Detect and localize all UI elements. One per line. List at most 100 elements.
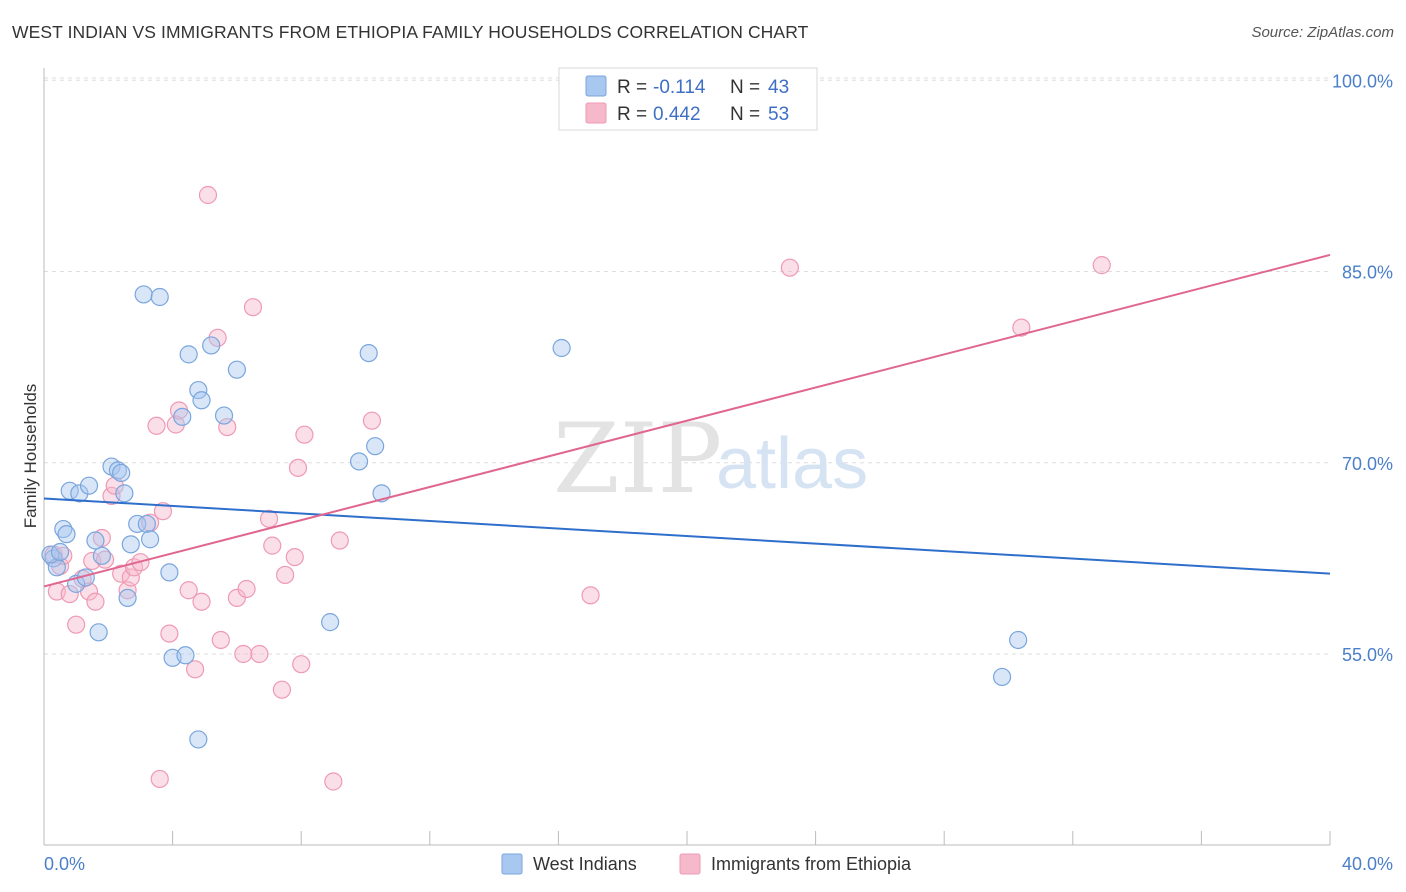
- ethiopia-point: [237, 579, 256, 599]
- legend-swatch-pink: [585, 102, 607, 124]
- west-indian-point: [150, 287, 169, 307]
- chart-title: WEST INDIAN VS IMMIGRANTS FROM ETHIOPIA …: [12, 22, 809, 42]
- ethiopia-point: [60, 584, 79, 604]
- west-indian-point: [108, 461, 128, 480]
- west-indian-point: [92, 546, 111, 565]
- ethiopia-point: [285, 547, 304, 567]
- west-indian-point: [115, 484, 134, 503]
- legend-n-value-pink: 53: [768, 104, 789, 125]
- west-indian-point: [112, 463, 131, 483]
- legend-n-label-blue: N =: [730, 77, 760, 98]
- ethiopia-point: [243, 298, 263, 317]
- west-indian-point: [214, 406, 234, 425]
- ethiopia-point: [83, 551, 102, 571]
- west-indian-point: [173, 407, 192, 426]
- west-indian-point: [79, 476, 99, 495]
- ethiopia-point: [362, 411, 382, 430]
- ethiopia-point: [218, 417, 237, 437]
- ethiopia-point: [198, 185, 218, 205]
- ethiopia-point: [292, 655, 311, 674]
- ethiopia-point: [250, 644, 269, 664]
- y-axis-label: Family Households: [21, 384, 40, 529]
- ethiopia-point: [1012, 318, 1031, 337]
- west-indian-point: [359, 344, 378, 363]
- legend-r-label-blue: R =: [617, 77, 647, 98]
- watermark-atlas: atlas: [716, 424, 868, 504]
- ethiopia-point: [186, 660, 205, 679]
- west-indian-point: [140, 530, 160, 549]
- ethiopia-point: [179, 581, 198, 600]
- ethiopia-point: [147, 416, 166, 435]
- ethiopia-point: [295, 425, 314, 444]
- ethiopia-point: [150, 769, 169, 789]
- watermark-zip: ZIP: [553, 403, 722, 515]
- legend-top: R = -0.114 N = 43 R = 0.442 N = 53: [558, 67, 818, 131]
- west-indian-point: [179, 345, 198, 364]
- west-indian-point: [160, 563, 179, 582]
- west-indian-point: [189, 730, 208, 749]
- ethiopia-point: [288, 458, 308, 477]
- y-tick-label: 55.0%: [1342, 645, 1393, 665]
- ethiopia-point: [192, 592, 211, 611]
- ethiopia-point: [330, 531, 349, 550]
- west-indian-point: [54, 519, 73, 539]
- ethiopia-point: [153, 502, 173, 521]
- legend-bottom-swatch-blue: [501, 853, 523, 875]
- ethiopia-point: [121, 568, 140, 587]
- trend-lines: [43, 253, 1331, 588]
- trend-line-ethiopia: [43, 253, 1331, 588]
- west-indian-point: [992, 667, 1012, 687]
- x-tick-label: 0.0%: [44, 854, 85, 874]
- west-indian-point: [86, 531, 105, 550]
- west-indian-point: [202, 336, 221, 355]
- y-tick-label: 70.0%: [1342, 454, 1393, 474]
- chart-source: Source: ZipAtlas.com: [1251, 24, 1394, 41]
- west-indian-point: [118, 588, 137, 608]
- axes: [43, 68, 1331, 846]
- ethiopia-point: [86, 592, 105, 611]
- legend-bottom-label-west-indians: West Indians: [533, 854, 637, 874]
- trend-line-west-indians: [43, 497, 1331, 575]
- legend-bottom: West Indians Immigrants from Ethiopia: [501, 853, 912, 875]
- ethiopia-point: [211, 630, 230, 650]
- watermark: ZIP atlas: [553, 403, 868, 515]
- west-indian-point: [189, 380, 208, 400]
- west-indian-point: [70, 484, 89, 503]
- west-indian-point: [349, 452, 369, 471]
- ethiopia-point: [234, 644, 253, 664]
- legend-r-value-blue: -0.114: [653, 77, 706, 98]
- west-indian-point: [134, 285, 153, 304]
- ethiopia-point: [324, 772, 343, 791]
- west-indian-point: [89, 623, 108, 642]
- west-indian-point: [366, 437, 385, 456]
- legend-r-label-pink: R =: [617, 104, 647, 125]
- legend-n-label-pink: N =: [730, 104, 760, 125]
- ethiopia-point: [263, 536, 282, 555]
- y-tick-label: 85.0%: [1342, 263, 1393, 283]
- y-tick-label: 100.0%: [1332, 71, 1393, 91]
- ethiopia-point: [1092, 256, 1111, 275]
- series-west-indians-points: [41, 285, 1028, 749]
- ethiopia-point: [581, 586, 600, 605]
- west-indian-point: [227, 360, 246, 379]
- ethiopia-point: [780, 258, 799, 277]
- legend-bottom-swatch-pink: [679, 853, 701, 875]
- tick-labels: 55.0% 70.0% 85.0% 100.0% 0.0% 40.0%: [44, 71, 1393, 874]
- west-indian-point: [321, 613, 340, 632]
- ethiopia-point: [272, 680, 292, 699]
- west-indian-point: [1009, 630, 1028, 650]
- west-indian-point: [57, 525, 76, 544]
- x-tick-label: 40.0%: [1342, 854, 1393, 874]
- west-indian-point: [192, 391, 211, 410]
- ethiopia-point: [276, 565, 295, 585]
- west-indian-point: [137, 514, 156, 534]
- legend-swatch-blue: [585, 75, 607, 97]
- ethiopia-point: [259, 509, 279, 528]
- west-indian-point: [50, 542, 70, 562]
- west-indian-point: [552, 338, 571, 358]
- west-indian-point: [128, 514, 147, 534]
- west-indian-point: [176, 646, 195, 665]
- ethiopia-point: [160, 624, 179, 643]
- ethiopia-point: [67, 615, 86, 634]
